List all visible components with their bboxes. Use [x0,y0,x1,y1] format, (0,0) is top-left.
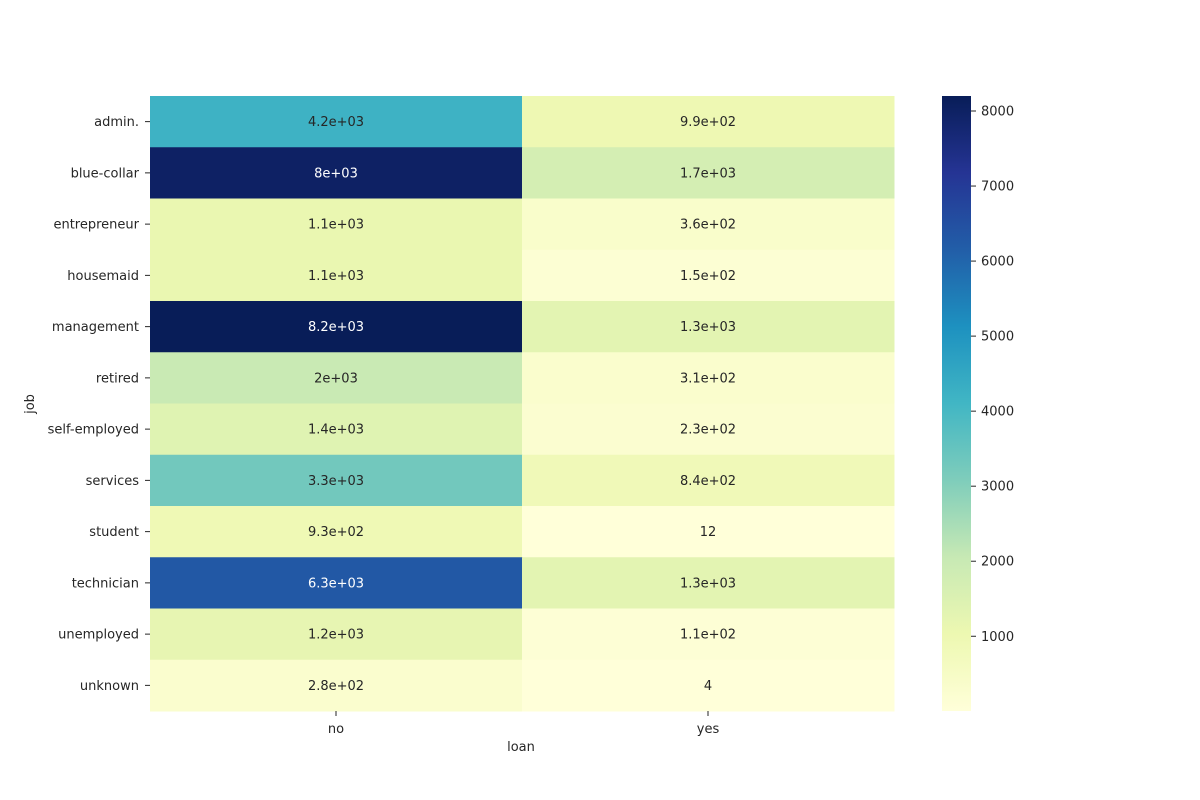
heatmap-cell [150,352,523,404]
heatmap-cell [150,454,523,507]
heatmap-cells [150,96,895,712]
cell-annotation: 8.2e+03 [308,320,364,335]
heatmap-cell [150,96,523,148]
cell-annotation: 3.3e+03 [308,474,364,489]
heatmap-cell [522,506,895,558]
cell-annotation: 2.8e+02 [308,679,364,694]
cell-annotation: 1.1e+03 [308,269,364,284]
y-tick-labels: admin. blue-collar entrepreneur housemaid ma… [48,115,150,694]
cell-annotation: 4 [704,679,712,694]
heatmap-cell [150,506,523,558]
y-tick-label: blue-collar [71,166,140,181]
heatmap-cell [522,352,895,404]
x-tick-labels: no yes [328,711,720,737]
y-tick-label: self-employed [48,423,139,438]
x-tick-label: no [328,722,344,737]
y-tick-label: management [52,320,139,335]
heatmap-cell [150,147,523,199]
colorbar-tick-label: 2000 [981,555,1014,570]
heatmap-cell [522,557,895,609]
x-axis-label: loan [507,740,535,755]
colorbar-tick-label: 4000 [981,405,1014,420]
cell-annotation: 3.6e+02 [680,218,736,233]
heatmap-cell [150,403,523,456]
cell-annotation: 1.3e+03 [680,320,736,335]
heatmap-cell [522,403,895,456]
heatmap-cell [522,147,895,199]
cell-annotation: 1.5e+02 [680,269,736,284]
colorbar-tick-label: 1000 [981,630,1014,645]
y-tick-label: unemployed [58,628,139,643]
cell-annotation: 8.4e+02 [680,474,736,489]
cell-annotation: 1.3e+03 [680,576,736,591]
colorbar-tick-label: 3000 [981,480,1014,495]
y-tick-label: unknown [80,679,139,694]
y-tick-label: entrepreneur [53,218,139,233]
cell-annotation: 8e+03 [314,166,358,181]
heatmap-cell [150,557,523,609]
heatmap-cell [150,198,523,251]
cell-annotation: 1.4e+03 [308,423,364,438]
heatmap-cell [522,454,895,507]
heatmap-cell [150,608,523,661]
cell-annotation: 1.1e+03 [308,218,364,233]
heatmap-cell [522,96,895,148]
colorbar-tick-label: 7000 [981,180,1014,195]
colorbar-tick-label: 8000 [981,105,1014,120]
y-tick-label: admin. [94,115,139,130]
cell-annotation: 9.9e+02 [680,115,736,130]
cell-annotation: 2e+03 [314,371,358,386]
x-tick-label: yes [697,722,720,737]
colorbar [942,96,971,711]
y-tick-label: student [89,525,139,540]
y-tick-label: technician [72,576,139,591]
cell-annotation: 1.2e+03 [308,628,364,643]
cell-annotation: 4.2e+03 [308,115,364,130]
y-tick-label: retired [96,371,139,386]
heatmap-cell [150,249,523,302]
y-tick-label: housemaid [67,269,139,284]
cell-annotation: 2.3e+02 [680,423,736,438]
heatmap-cell [522,659,895,712]
heatmap-cell [150,301,523,353]
y-axis-label: job [23,394,38,415]
heatmap-cell [522,249,895,302]
heatmap-cell [522,198,895,251]
cell-annotation: 1.1e+02 [680,628,736,643]
cell-annotation: 3.1e+02 [680,371,736,386]
cell-annotation: 12 [700,525,717,540]
cell-annotations: 4.2e+03 9.9e+02 8e+03 1.7e+03 1.1e+03 3.6e+02… [308,115,736,694]
colorbar-ticks: 1000 2000 3000 4000 5000 6000 7000 8000 [971,105,1014,645]
heatmap-cell [522,301,895,353]
cell-annotation: 1.7e+03 [680,166,736,181]
heatmap-cell [522,608,895,661]
cell-annotation: 6.3e+03 [308,576,364,591]
heatmap-cell [150,659,523,712]
colorbar-tick-label: 6000 [981,255,1014,270]
y-tick-label: services [86,474,140,489]
cell-annotation: 9.3e+02 [308,525,364,540]
colorbar-tick-label: 5000 [981,330,1014,345]
